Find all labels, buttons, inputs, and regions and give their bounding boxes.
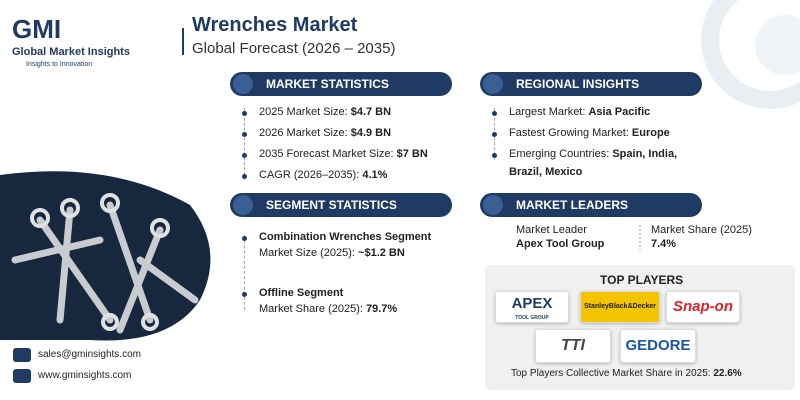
- timeline: [244, 108, 245, 180]
- section-heading: SEGMENT STATISTICS: [230, 193, 452, 217]
- leader-name: Apex Tool Group: [516, 238, 605, 250]
- stat-label: Market Size (2025):: [259, 247, 355, 259]
- stat-row: 2025 Market Size: $4.7 BN: [259, 106, 391, 118]
- icon: [233, 195, 253, 215]
- logo-card: APEX TOOL GROUP: [495, 291, 569, 323]
- stat-label: CAGR (2026–2035):: [259, 169, 360, 181]
- heading-text: MARKET LEADERS: [516, 198, 629, 212]
- stat-value: ~$1.2 BN: [358, 247, 405, 259]
- stat-value: $4.9 BN: [350, 127, 392, 139]
- bullet: [242, 153, 247, 158]
- icon: [483, 74, 503, 94]
- bullet: [242, 236, 247, 241]
- icon: [483, 195, 503, 215]
- email-icon: [13, 348, 31, 362]
- stat-value: $7 BN: [396, 148, 428, 160]
- logo-text: APEX: [511, 295, 553, 312]
- share-label: Market Share (2025): [651, 224, 752, 236]
- top-players-heading: TOP PLAYERS: [600, 273, 684, 287]
- bullet: [492, 153, 497, 158]
- stat-label: Fastest Growing Market:: [509, 127, 629, 139]
- stat-label: Largest Market:: [509, 106, 586, 118]
- stat-row: Largest Market: Asia Pacific: [509, 106, 650, 118]
- bullet: [242, 174, 247, 179]
- stat-value: $4.7 BN: [350, 106, 392, 118]
- stat-label: Emerging Countries:: [509, 148, 610, 160]
- leader-label: Market Leader: [516, 224, 587, 236]
- stat-label: Market Share (2025):: [259, 303, 363, 315]
- web-icon: [13, 369, 31, 383]
- stat-value: Europe: [631, 127, 670, 139]
- stat-value: Asia Pacific: [588, 106, 651, 118]
- segment-name: Offline Segment: [259, 287, 344, 299]
- footer-label: Top Players Collective Market Share in 2…: [511, 368, 711, 379]
- stat-value: 4.1%: [362, 169, 388, 181]
- logo-card: Snap-on: [666, 291, 740, 323]
- bullet: [242, 292, 247, 297]
- stat-row: 2026 Market Size: $4.9 BN: [259, 127, 391, 139]
- stat-value: Spain, India,: [612, 148, 678, 160]
- stat-row: Fastest Growing Market: Europe: [509, 127, 670, 139]
- logo-subtext: TOOL GROUP: [515, 315, 549, 321]
- email[interactable]: sales@gminsights.com: [38, 349, 141, 360]
- heading-text: REGIONAL INSIGHTS: [516, 77, 640, 91]
- title: Wrenches Market: [192, 14, 358, 36]
- website[interactable]: www.gminsights.com: [38, 370, 132, 381]
- logo-card: StanleyBlack&Decker: [580, 291, 660, 323]
- stat-label: 2026 Market Size:: [259, 127, 348, 139]
- stat-row: 2035 Forecast Market Size: $7 BN: [259, 148, 428, 160]
- timeline: [244, 235, 245, 310]
- logo-name: Global Market Insights: [12, 46, 130, 58]
- segment-row: Market Size (2025): ~$1.2 BN: [259, 247, 405, 259]
- segment-row: Market Share (2025): 79.7%: [259, 303, 397, 315]
- bullet: [242, 111, 247, 116]
- stat-value: 79.7%: [366, 303, 398, 315]
- logo-mark: GMI: [12, 14, 62, 44]
- bullet: [492, 111, 497, 116]
- logo-tagline: Insights to Innovation: [26, 61, 93, 68]
- section-heading: MARKET STATISTICS: [230, 72, 452, 96]
- footer-value: 22.6%: [713, 368, 742, 379]
- logo-card: TTI: [535, 329, 611, 363]
- logo-card: GEDORE: [620, 329, 696, 363]
- heading-text: MARKET STATISTICS: [266, 77, 389, 91]
- section-heading: MARKET LEADERS: [480, 193, 702, 217]
- share-value: 7.4%: [651, 238, 677, 250]
- stat-value-cont: Brazil, Mexico: [509, 166, 583, 178]
- stat-label: 2025 Market Size:: [259, 106, 348, 118]
- heading-text: SEGMENT STATISTICS: [266, 198, 397, 212]
- subtitle: Global Forecast (2026 – 2035): [192, 40, 396, 57]
- icon: [233, 74, 253, 94]
- stat-label: 2035 Forecast Market Size:: [259, 148, 394, 160]
- bullet: [492, 132, 497, 137]
- stat-row: Emerging Countries: Spain, India,: [509, 148, 677, 160]
- top-players-footer: Top Players Collective Market Share in 2…: [511, 368, 742, 379]
- bullet: [242, 132, 247, 137]
- segment-name: Combination Wrenches Segment: [259, 231, 432, 243]
- stat-row: CAGR (2026–2035): 4.1%: [259, 169, 387, 181]
- section-heading: REGIONAL INSIGHTS: [480, 72, 702, 96]
